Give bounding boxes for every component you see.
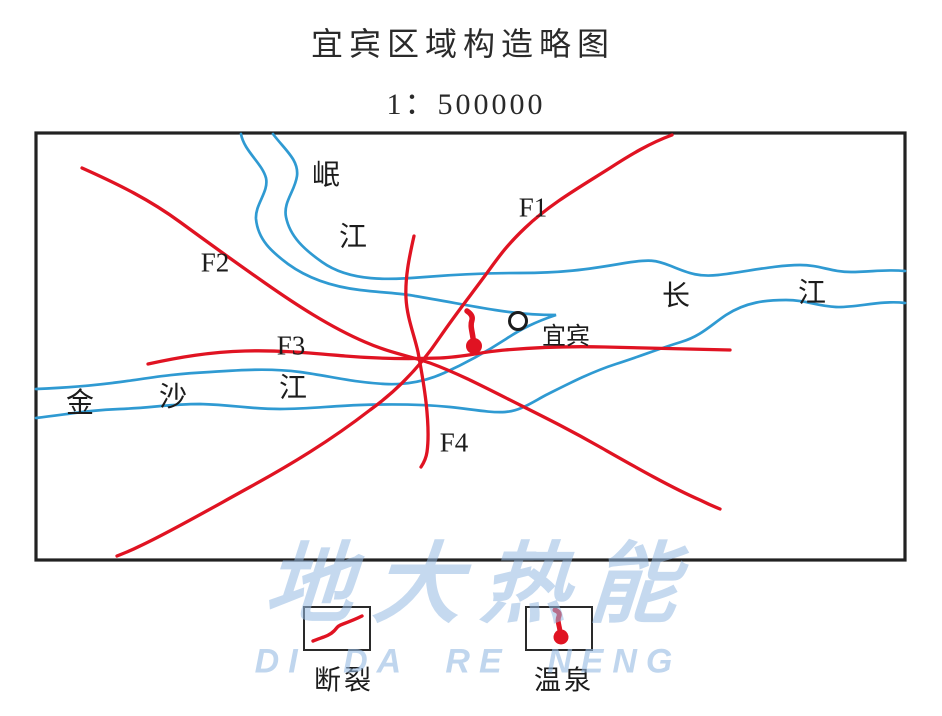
fault-lines	[80, 133, 732, 558]
map-border	[34, 131, 907, 562]
fault-f1-line	[115, 133, 674, 558]
legend-fault-box	[303, 606, 371, 651]
fault-label-f3: F3	[276, 330, 306, 361]
river-label-min-char1: 岷	[311, 160, 341, 191]
fault-label-f2: F2	[200, 247, 230, 278]
fault-f3-line	[146, 344, 732, 366]
page-title: 宜宾区域构造略图	[310, 26, 616, 62]
river-label-jinsha-char1: 金	[65, 388, 95, 419]
legend-hot-spring-label: 温泉	[534, 665, 594, 696]
fault-f4-line	[404, 234, 430, 469]
hot-spring-icon	[464, 308, 482, 354]
fault-label-f4: F4	[439, 427, 469, 458]
river-label-chang-char2: 江	[797, 278, 827, 309]
watermark-en: DI DA RE NENG	[254, 642, 682, 681]
city-marker-yibin	[508, 311, 528, 331]
river-min-west-wedge-jinsha-north-bank	[34, 132, 557, 391]
fault-f2-line	[80, 166, 722, 511]
hot-spring-icon	[552, 608, 569, 645]
map-scale: 1：500000	[386, 88, 546, 121]
legend-fault-label: 断裂	[314, 665, 374, 696]
river-lines	[34, 132, 907, 420]
fault-label-f1: F1	[518, 192, 548, 223]
river-label-jinsha-char3: 江	[278, 373, 308, 404]
fault-line-icon	[311, 614, 364, 643]
watermark-cn: 地大热能	[262, 534, 701, 634]
river-label-jinsha-char2: 沙	[158, 382, 188, 413]
river-min-east-yangtze-north-bank	[271, 132, 907, 281]
city-label-yibin: 宜宾	[542, 324, 590, 350]
river-label-min-char2: 江	[338, 222, 368, 253]
river-jinsha-yangtze-south-bank	[34, 298, 907, 420]
river-label-chang-char1: 长	[661, 281, 691, 312]
legend-hot-spring-box	[525, 606, 593, 651]
